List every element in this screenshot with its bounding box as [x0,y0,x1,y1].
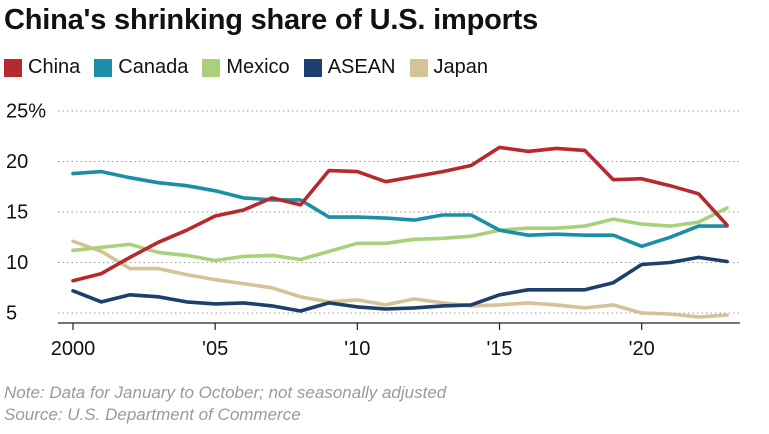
x-tick-label: '15 [486,338,512,360]
chart-title: China's shrinking share of U.S. imports [4,4,539,36]
legend-swatch [303,58,322,77]
x-tick-label: '05 [202,338,228,360]
legend-item-mexico: Mexico [202,56,290,79]
y-tick-label: 25% [6,100,46,122]
y-tick-label: 15 [6,201,28,223]
chart-legend: China Canada Mexico ASEAN Japan [4,56,502,79]
series-line-asean [71,255,729,313]
source-note: Source: U.S. Department of Commerce [4,405,301,424]
legend-label: Canada [118,56,189,78]
legend-item-asean: ASEAN [303,56,396,79]
y-tick-label: 10 [6,252,28,274]
legend-label: Japan [433,56,489,78]
x-tick-label: 2000 [51,338,96,360]
y-tick-label: 5 [6,302,17,324]
footnote: Note: Data for January to October; not s… [4,383,447,402]
legend-swatch [94,58,113,77]
legend-swatch [202,58,221,77]
legend-item-japan: Japan [409,56,489,79]
legend-swatch [409,58,428,77]
legend-label: China [28,56,81,78]
legend-label: ASEAN [327,56,396,78]
legend-item-canada: Canada [94,56,188,79]
legend-swatch [4,58,22,77]
series-line-japan [71,239,729,319]
legend-item-china: China [4,56,80,79]
series-line-mexico [71,206,729,263]
series-line-china [71,145,729,283]
x-tick-label: '10 [344,338,370,360]
legend-label: Mexico [226,56,290,78]
y-tick-label: 20 [6,151,28,173]
series-line-canada [71,169,729,249]
x-tick-label: '20 [629,338,655,360]
